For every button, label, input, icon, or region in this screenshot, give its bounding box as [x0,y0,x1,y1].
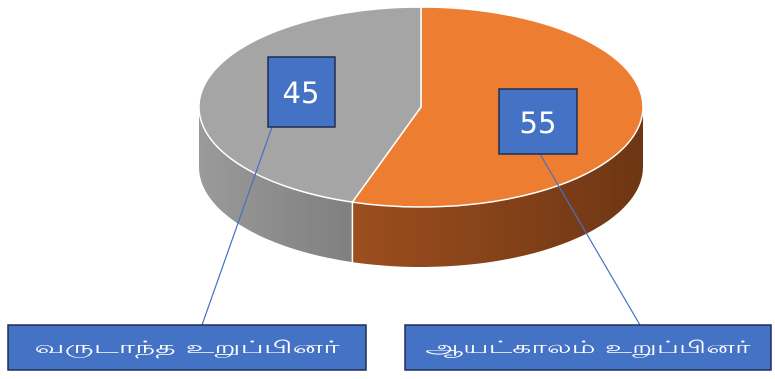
value-label-text-1: 55 [520,106,557,140]
value-label-box-0 [267,56,336,128]
slice-1 [351,6,644,208]
category-label-box-1 [404,324,772,371]
slice-side-0 [199,107,353,263]
category-label-text-1: ஆயட்காலம் உறுப்பினர் [426,338,751,358]
leader-line-0 [201,126,273,326]
category-label-box-0 [7,324,367,371]
slice-side-1 [352,107,643,267]
leader-lines [201,126,641,326]
leader-line-1 [539,153,641,326]
value-label-0: 45 [267,56,336,128]
value-label-text-0: 45 [283,76,320,110]
value-label-box-1 [498,88,578,155]
category-label-0: வருடாந்த உறுப்பினர் [7,324,367,371]
category-label-text-0: வருடாந்த உறுப்பினர் [35,338,340,358]
value-label-1: 55 [498,88,578,155]
category-label-1: ஆயட்காலம் உறுப்பினர் [404,324,772,371]
